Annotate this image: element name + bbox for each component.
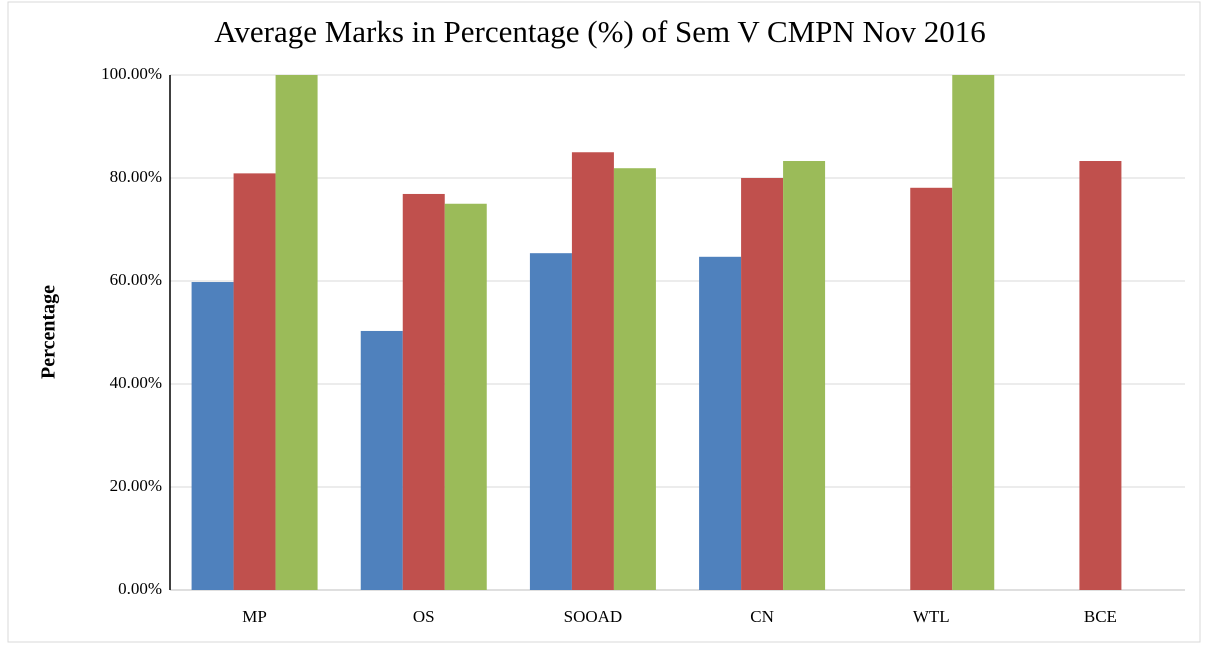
y-tick-label: 100.00% [101,64,162,83]
bar [191,282,234,590]
x-tick-label: MP [242,607,267,626]
y-tick-label: 0.00% [118,579,162,598]
bar [910,187,953,590]
bar [360,330,403,590]
x-tick-label: SOOAD [564,607,623,626]
bar [1079,161,1122,590]
bar [233,173,276,591]
bar [952,75,995,590]
x-tick-label: OS [413,607,435,626]
bar [275,75,318,590]
y-tick-label: 40.00% [110,373,162,392]
y-axis-label: Percentage [38,285,60,379]
bar [699,256,742,590]
bar [529,253,572,590]
y-tick-label: 80.00% [110,167,162,186]
bar [444,203,487,590]
x-tick-label: BCE [1084,607,1117,626]
y-tick-label: 60.00% [110,270,162,289]
x-tick-label: CN [750,607,774,626]
chart-title: Average Marks in Percentage (%) of Sem V… [214,14,985,49]
bar [613,168,656,590]
bar [741,178,784,590]
x-tick-label: WTL [913,607,950,626]
bar [783,161,826,590]
bar [571,152,614,590]
bar [402,193,445,590]
y-tick-label: 20.00% [110,476,162,495]
